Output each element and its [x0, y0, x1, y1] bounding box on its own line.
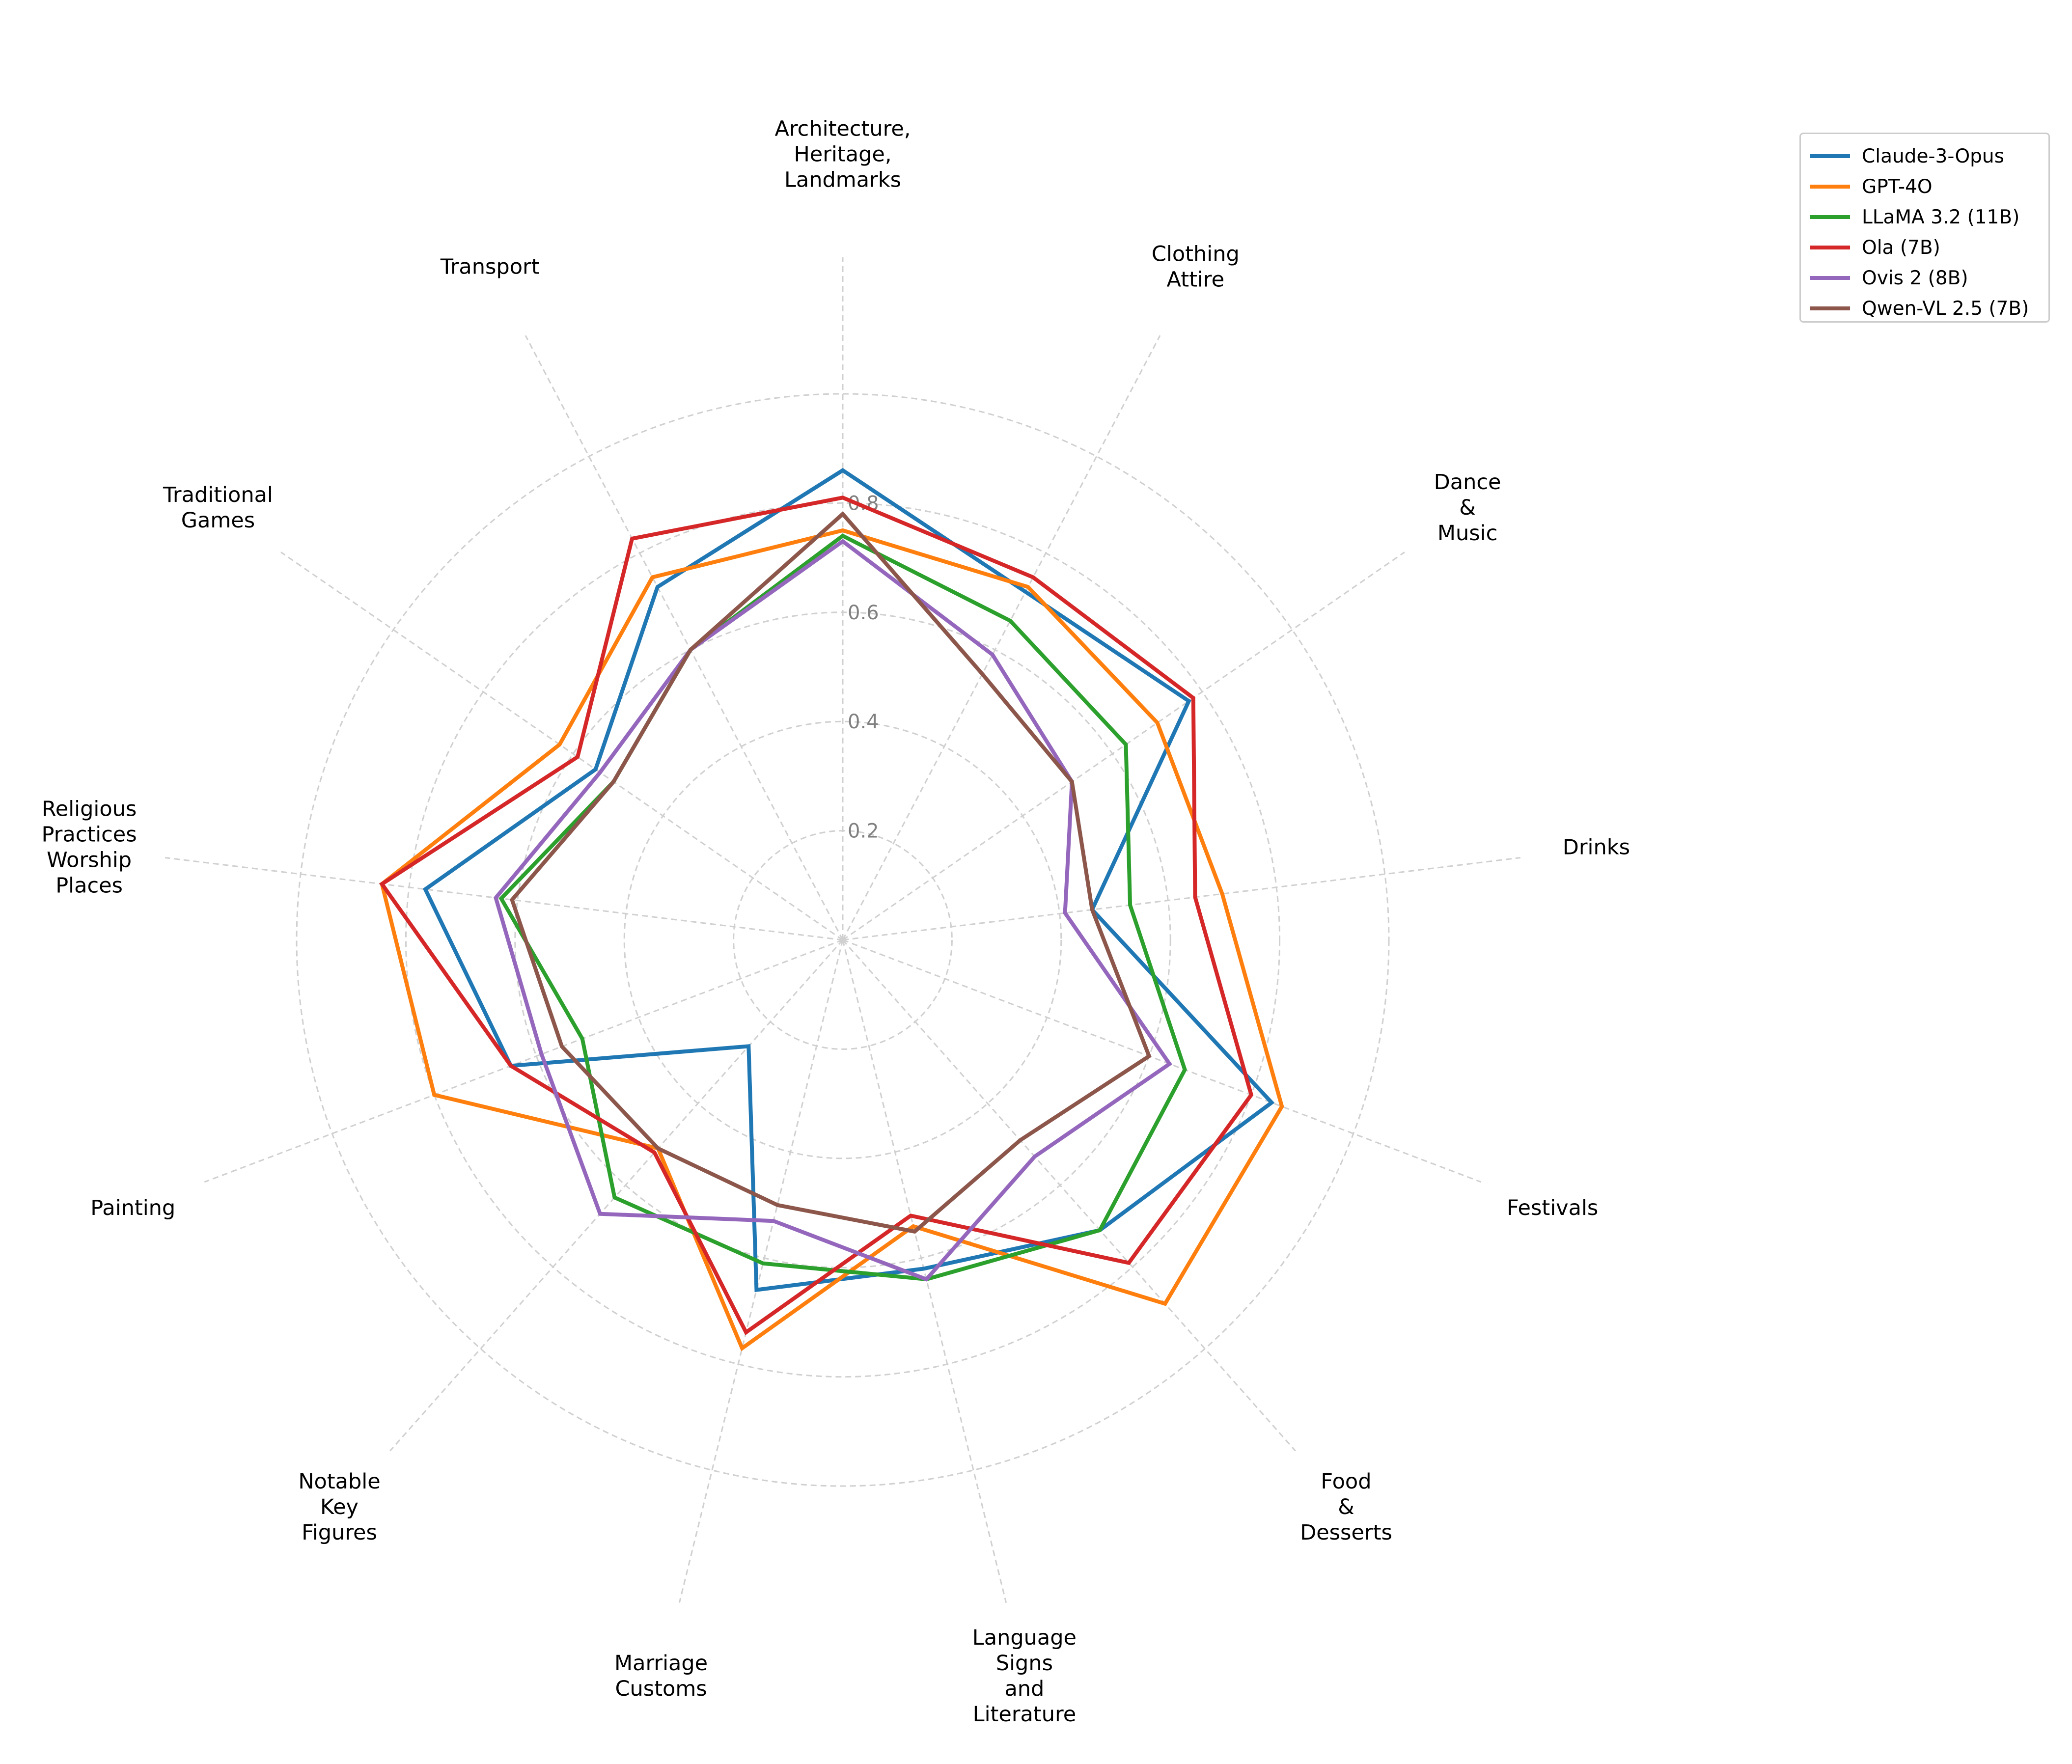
legend-item: GPT-4O [1810, 171, 2048, 202]
series-line [379, 496, 1254, 1335]
category-label: Language Signs and Literature [972, 1625, 1077, 1726]
radar-labels: Architecture, Heritage, Landmarks Clothing A… [42, 116, 1630, 1726]
spoke-line [842, 939, 1296, 1452]
spoke-line [842, 939, 1007, 1603]
legend-swatch [1810, 246, 1850, 249]
category-label: Notable Key Figures [298, 1469, 380, 1544]
category-label: Painting [90, 1196, 175, 1220]
category-label: Dance & Music [1434, 469, 1501, 545]
chart-legend: Claude-3-Opus GPT-4O LLaMA 3.2 (11B) Ola (7… [1799, 133, 2050, 323]
grid-circle [623, 720, 1062, 1159]
legend-item: Ola (7B) [1810, 232, 2048, 263]
legend-item: Qwen-VL 2.5 (7B) [1810, 293, 2048, 324]
radar-grid: 0.20.40.60.8 [165, 257, 1521, 1603]
legend-item: LLaMA 3.2 (11B) [1810, 202, 2048, 232]
legend-swatch [1810, 276, 1850, 280]
legend-label: Ola (7B) [1862, 236, 1940, 259]
spoke-line [842, 856, 1521, 941]
legend-swatch [1810, 154, 1850, 158]
r-tick-label: 0.4 [848, 711, 879, 733]
category-label: Traditional Games [163, 482, 273, 532]
legend-item: Ovis 2 (8B) [1810, 263, 2048, 293]
spoke-line [525, 335, 844, 940]
legend-label: Claude-3-Opus [1862, 145, 2004, 167]
category-label: Marriage Customs [614, 1651, 708, 1701]
spoke-line [678, 939, 844, 1603]
legend-label: GPT-4O [1862, 175, 1933, 198]
legend-swatch [1810, 185, 1850, 189]
spoke-line [842, 551, 1405, 941]
spoke-line [204, 939, 843, 1183]
legend-label: LLaMA 3.2 (11B) [1862, 206, 2020, 228]
spoke-line [842, 335, 1161, 940]
category-label: Transport [440, 254, 540, 279]
legend-label: Qwen-VL 2.5 (7B) [1862, 297, 2029, 320]
spoke-line [842, 939, 1482, 1183]
series-line [422, 468, 1275, 1293]
r-tick-label: 0.6 [848, 602, 879, 624]
spoke-line [280, 551, 843, 941]
legend-swatch [1810, 215, 1850, 219]
category-label: Clothing Attire [1152, 242, 1240, 292]
radar-series [379, 468, 1284, 1351]
category-label: Architecture, Heritage, Landmarks [775, 116, 911, 192]
r-tick-label: 0.2 [848, 820, 879, 843]
category-label: Festivals [1507, 1196, 1598, 1220]
spoke-line [165, 856, 843, 941]
series-line [510, 511, 1152, 1234]
category-label: Food & Desserts [1300, 1469, 1392, 1544]
series-line [494, 539, 1172, 1282]
legend-swatch [1810, 306, 1850, 310]
category-label: Religious Practices Worship Places [42, 797, 137, 898]
legend-label: Ovis 2 (8B) [1862, 267, 1968, 289]
grid-circle [296, 393, 1390, 1487]
category-label: Drinks [1563, 835, 1630, 859]
series-line [380, 528, 1284, 1351]
spoke-line [389, 939, 844, 1452]
legend-item: Claude-3-Opus [1810, 141, 2048, 171]
